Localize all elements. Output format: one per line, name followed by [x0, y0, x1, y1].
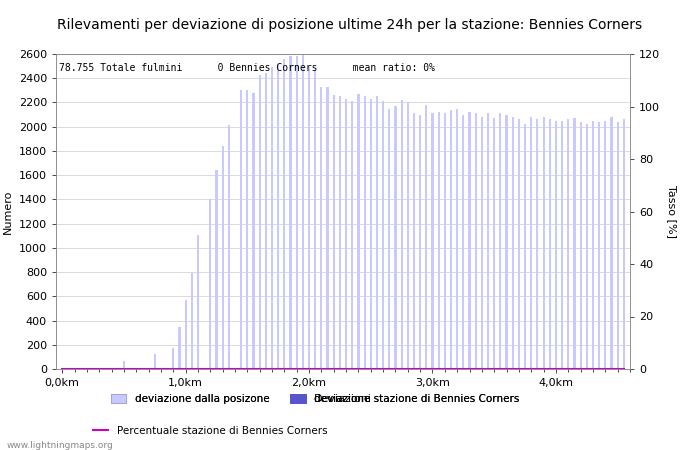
Bar: [610, 117, 612, 369]
Bar: [178, 327, 181, 369]
Bar: [271, 68, 273, 369]
Bar: [580, 122, 582, 369]
Bar: [542, 117, 545, 369]
Y-axis label: Tasso [%]: Tasso [%]: [667, 185, 677, 238]
Bar: [197, 234, 199, 369]
Bar: [277, 64, 279, 369]
Bar: [561, 121, 564, 369]
Bar: [394, 106, 396, 369]
Bar: [216, 170, 218, 369]
Bar: [567, 119, 569, 369]
Bar: [598, 122, 600, 369]
Bar: [425, 105, 428, 369]
Bar: [481, 117, 483, 369]
Bar: [295, 56, 298, 369]
Bar: [246, 90, 248, 369]
Legend: Percentuale stazione di Bennies Corners: Percentuale stazione di Bennies Corners: [92, 426, 328, 436]
Y-axis label: Numero: Numero: [4, 189, 13, 234]
Bar: [332, 95, 335, 369]
Bar: [444, 113, 446, 369]
Bar: [555, 121, 557, 369]
Bar: [512, 117, 514, 369]
Bar: [450, 110, 452, 369]
Bar: [623, 119, 625, 369]
Bar: [518, 119, 520, 369]
Bar: [321, 87, 323, 369]
Bar: [573, 118, 575, 369]
Bar: [351, 101, 354, 369]
Bar: [468, 112, 470, 369]
Bar: [487, 113, 489, 369]
Bar: [339, 96, 341, 369]
Bar: [407, 103, 409, 369]
Bar: [549, 119, 551, 369]
Bar: [505, 115, 508, 369]
Bar: [222, 146, 224, 369]
Bar: [617, 122, 619, 369]
Bar: [185, 300, 187, 369]
Bar: [228, 126, 230, 369]
Bar: [265, 73, 267, 369]
Bar: [400, 100, 402, 369]
Bar: [462, 115, 464, 369]
Bar: [530, 117, 532, 369]
Bar: [258, 75, 261, 369]
Bar: [122, 360, 125, 369]
Bar: [154, 355, 156, 369]
Bar: [357, 94, 360, 369]
Bar: [376, 96, 378, 369]
Text: 78.755 Totale fulmini      0 Bennies Corners      mean ratio: 0%: 78.755 Totale fulmini 0 Bennies Corners …: [59, 63, 435, 73]
Bar: [456, 108, 459, 369]
Bar: [190, 273, 193, 369]
Bar: [592, 121, 594, 369]
Bar: [345, 99, 347, 369]
X-axis label: Deviazioni: Deviazioni: [314, 394, 372, 404]
Bar: [253, 93, 255, 369]
Bar: [431, 113, 433, 369]
Bar: [586, 124, 588, 369]
Text: Rilevamenti per deviazione di posizione ultime 24h per la stazione: Bennies Corn: Rilevamenti per deviazione di posizione …: [57, 18, 643, 32]
Bar: [370, 99, 372, 369]
Bar: [536, 119, 538, 369]
Bar: [413, 113, 415, 369]
Bar: [493, 118, 496, 369]
Bar: [419, 115, 421, 369]
Bar: [499, 113, 501, 369]
Bar: [314, 70, 316, 369]
Bar: [326, 87, 329, 369]
Bar: [382, 101, 384, 369]
Bar: [240, 90, 242, 369]
Bar: [284, 59, 286, 369]
Bar: [209, 199, 211, 369]
Bar: [604, 121, 606, 369]
Bar: [524, 124, 526, 369]
Bar: [290, 56, 292, 369]
Bar: [438, 112, 440, 369]
Legend: deviazione dalla posizone, deviazione stazione di Bennies Corners: deviazione dalla posizone, deviazione st…: [111, 394, 519, 404]
Bar: [172, 348, 174, 369]
Bar: [308, 68, 310, 369]
Text: www.lightningmaps.org: www.lightningmaps.org: [7, 441, 113, 450]
Bar: [389, 108, 391, 369]
Bar: [363, 96, 365, 369]
Bar: [302, 55, 304, 369]
Bar: [475, 113, 477, 369]
